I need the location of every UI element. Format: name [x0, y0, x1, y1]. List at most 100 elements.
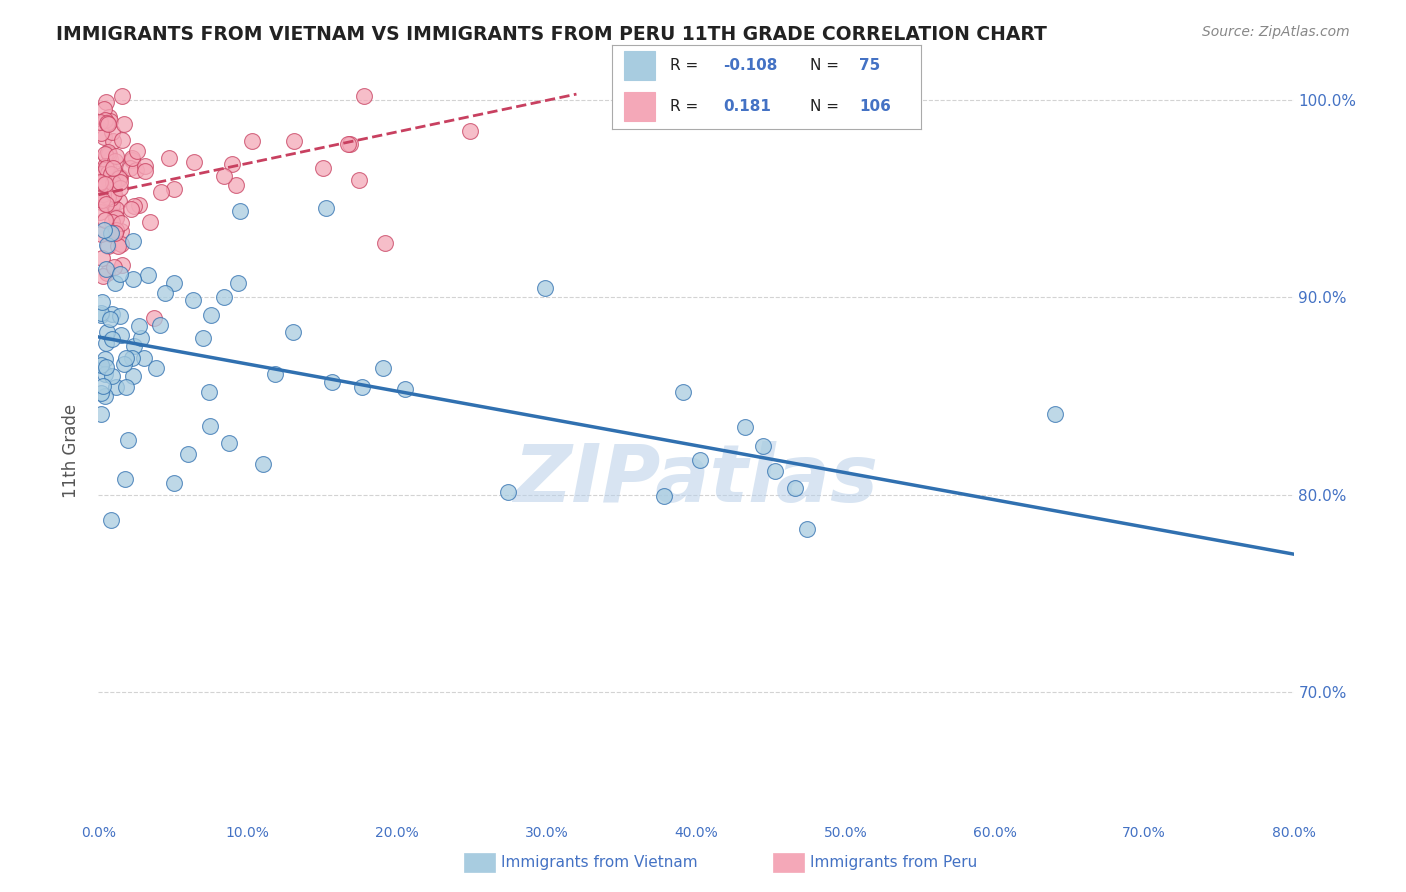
Point	[394, 382, 416, 396]
Point	[347, 172, 370, 186]
Point	[283, 135, 305, 149]
Point	[214, 290, 236, 304]
Point	[94, 149, 117, 163]
Point	[183, 293, 205, 307]
Point	[139, 215, 162, 229]
Bar	[624, 92, 655, 120]
Point	[117, 433, 139, 447]
Text: 0.181: 0.181	[723, 99, 770, 114]
Point	[121, 369, 143, 384]
Point	[162, 476, 184, 491]
Point	[103, 187, 125, 202]
Point	[100, 215, 122, 229]
Point	[108, 181, 131, 195]
Point	[134, 164, 156, 178]
Point	[101, 369, 124, 384]
Point	[353, 89, 375, 103]
Point	[100, 226, 122, 240]
Text: N =: N =	[810, 58, 838, 73]
Point	[191, 331, 214, 345]
Point	[98, 311, 121, 326]
Point	[96, 117, 118, 131]
Point	[321, 375, 343, 389]
Point	[252, 457, 274, 471]
Point	[212, 169, 235, 183]
Point	[96, 116, 118, 130]
Point	[96, 172, 118, 186]
Point	[183, 155, 205, 169]
Point	[105, 149, 128, 163]
Point	[221, 157, 243, 171]
Point	[112, 357, 135, 371]
Point	[134, 351, 156, 366]
Point	[94, 177, 117, 191]
Point	[94, 159, 117, 173]
Point	[90, 306, 112, 320]
Point	[104, 166, 127, 180]
Point	[97, 147, 120, 161]
Point	[796, 522, 818, 536]
Point	[121, 272, 143, 286]
Point	[94, 352, 117, 367]
Point	[337, 137, 360, 152]
Point	[94, 113, 117, 128]
Point	[96, 197, 118, 211]
Point	[200, 308, 222, 322]
Point	[105, 202, 128, 217]
Point	[281, 325, 304, 339]
Point	[101, 161, 124, 176]
Point	[110, 224, 132, 238]
Point	[90, 407, 112, 421]
Y-axis label: 11th Grade: 11th Grade	[62, 403, 80, 498]
Point	[94, 161, 117, 175]
Point	[122, 234, 145, 248]
Point	[128, 198, 150, 212]
Text: Immigrants from Vietnam: Immigrants from Vietnam	[501, 855, 697, 870]
Point	[97, 239, 120, 253]
Point	[226, 277, 249, 291]
Point	[93, 103, 115, 117]
Point	[110, 133, 132, 147]
Text: 106: 106	[859, 99, 891, 114]
Point	[157, 152, 180, 166]
Point	[315, 201, 337, 215]
Point	[104, 277, 127, 291]
Point	[105, 222, 128, 236]
Text: 75: 75	[859, 58, 880, 73]
Point	[91, 180, 114, 194]
Point	[93, 193, 115, 207]
Point	[153, 285, 176, 300]
Point	[89, 204, 111, 219]
Point	[198, 384, 221, 399]
Point	[89, 176, 111, 190]
Point	[145, 361, 167, 376]
Point	[90, 168, 112, 182]
Point	[121, 151, 143, 165]
Point	[97, 181, 120, 195]
Point	[104, 380, 127, 394]
Point	[94, 147, 117, 161]
Point	[94, 389, 117, 403]
Point	[127, 144, 149, 158]
Point	[114, 472, 136, 486]
Point	[93, 187, 115, 202]
Point	[136, 268, 159, 282]
Text: R =: R =	[671, 58, 699, 73]
Point	[225, 178, 247, 193]
Point	[264, 368, 287, 382]
Point	[97, 166, 120, 180]
Point	[671, 384, 693, 399]
Point	[120, 202, 142, 216]
Text: Immigrants from Peru: Immigrants from Peru	[810, 855, 977, 870]
Point	[142, 311, 165, 326]
Point	[101, 125, 124, 139]
Point	[121, 153, 143, 168]
Point	[90, 193, 112, 207]
Point	[101, 188, 124, 202]
Point	[128, 319, 150, 334]
Point	[101, 198, 124, 212]
Point	[94, 212, 117, 227]
Point	[111, 89, 134, 103]
Point	[96, 95, 118, 110]
Point	[103, 260, 125, 275]
